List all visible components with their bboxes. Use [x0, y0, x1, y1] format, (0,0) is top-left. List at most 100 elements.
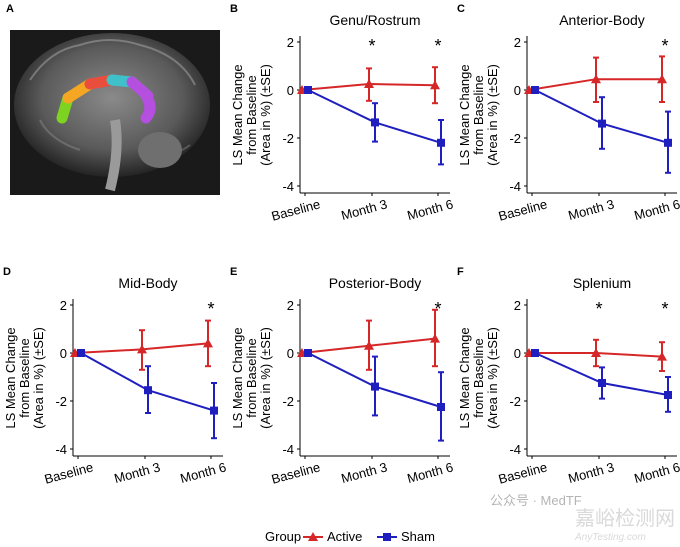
chart-panel-c: C Anterior-Body 2 0 -2 -4 LS Mean Change from B…	[457, 3, 680, 224]
data-point-sham	[598, 379, 606, 387]
y-axis-label: from Baseline	[244, 338, 259, 417]
data-point-sham	[437, 403, 445, 411]
x-tick-label: Baseline	[497, 459, 549, 486]
data-point-sham	[210, 406, 218, 415]
data-point-active	[591, 348, 601, 357]
chart-title: Mid-Body	[118, 275, 177, 291]
data-point-sham	[77, 349, 85, 357]
x-tick-label: Month 6	[633, 459, 680, 486]
y-axis-label: (Area in %) (±SE)	[31, 327, 46, 429]
y-tick-label: -2	[509, 131, 521, 146]
y-axis-label: (Area in %) (±SE)	[485, 327, 500, 429]
y-axis-label: (Area in %) (±SE)	[485, 64, 500, 166]
data-point-active	[430, 333, 440, 343]
y-tick-label: -4	[509, 442, 521, 457]
watermark-text: 嘉峪检测网	[575, 507, 675, 530]
y-tick-label: -2	[282, 394, 294, 409]
data-point-sham	[144, 386, 152, 395]
y-tick-label: 0	[514, 346, 521, 361]
y-axis-label: LS Mean Change	[457, 327, 472, 428]
y-tick-label: 0	[287, 83, 294, 98]
y-axis-label: LS Mean Change	[3, 327, 18, 428]
y-axis-label: from Baseline	[17, 338, 32, 417]
y-tick-label: 2	[514, 298, 521, 313]
watermark: 公众号 · MedTF 嘉峪检测网 AnyTesting.com	[490, 493, 675, 543]
panel-letter: A	[6, 3, 14, 15]
x-tick-label: Baseline	[497, 196, 549, 223]
y-tick-label: 0	[60, 346, 67, 361]
data-point-active	[137, 344, 147, 354]
y-axis-label: from Baseline	[471, 75, 486, 154]
x-tick-label: Baseline	[270, 459, 322, 486]
y-tick-label: -4	[282, 179, 294, 194]
significance-star: *	[434, 36, 441, 56]
y-axis-label: from Baseline	[471, 338, 486, 417]
data-point-sham	[304, 349, 312, 357]
y-tick-label: -2	[509, 394, 521, 409]
chart-title: Splenium	[573, 275, 631, 291]
y-tick-label: 0	[287, 346, 294, 361]
y-axis-label: LS Mean Change	[230, 64, 245, 165]
chart-panel-f: F Splenium 2 0 -2 -4 LS Mean Change from Baseli…	[457, 266, 680, 487]
legend-marker-sham	[383, 533, 391, 541]
data-point-active	[203, 338, 213, 348]
chart-panel-e: E Posterior-Body 2 0 -2 -4 LS Mean Change from …	[230, 266, 455, 487]
x-tick-label: Month 3	[113, 459, 162, 486]
significance-star: *	[595, 299, 602, 319]
y-tick-label: -4	[509, 179, 521, 194]
significance-star: *	[661, 36, 668, 56]
x-tick-label: Month 3	[340, 459, 389, 486]
significance-star: *	[207, 299, 214, 319]
data-point-sham	[531, 86, 539, 94]
data-point-active	[364, 79, 374, 88]
x-tick-label: Month 3	[567, 196, 616, 223]
x-tick-label: Month 6	[406, 459, 455, 486]
x-tick-label: Month 6	[179, 459, 228, 486]
y-tick-label: 2	[60, 298, 67, 313]
legend-marker-active	[308, 532, 318, 541]
y-tick-label: 0	[514, 83, 521, 98]
data-point-sham	[304, 86, 312, 94]
chart-title: Anterior-Body	[559, 12, 645, 28]
significance-star: *	[661, 299, 668, 319]
data-point-active	[591, 74, 601, 84]
corpus-callosum-segment	[140, 90, 156, 124]
data-point-active	[657, 351, 667, 361]
data-point-active	[657, 74, 667, 84]
y-tick-label: -2	[282, 131, 294, 146]
x-tick-label: Month 6	[406, 196, 455, 223]
legend: Group Active Sham	[265, 529, 435, 544]
y-tick-label: 2	[514, 35, 521, 50]
x-tick-label: Month 3	[567, 459, 616, 486]
corpus-callosum-segments	[56, 74, 156, 124]
y-axis-label: LS Mean Change	[230, 327, 245, 428]
x-tick-label: Month 6	[633, 196, 680, 223]
legend-label-sham: Sham	[401, 529, 435, 544]
y-tick-label: -4	[282, 442, 294, 457]
data-point-sham	[531, 349, 539, 357]
panel-letter: F	[457, 266, 464, 278]
data-point-sham	[437, 138, 445, 147]
data-point-active	[364, 340, 374, 350]
x-tick-label: Month 3	[340, 196, 389, 223]
panel-letter: B	[230, 3, 238, 15]
watermark-text: AnyTesting.com	[574, 532, 646, 543]
brain-mri-image	[10, 30, 220, 195]
x-tick-label: Baseline	[270, 196, 322, 223]
y-axis-label: (Area in %) (±SE)	[258, 327, 273, 429]
data-point-sham	[598, 119, 606, 128]
legend-label-active: Active	[327, 529, 362, 544]
data-point-sham	[371, 118, 379, 127]
y-axis-label: from Baseline	[244, 75, 259, 154]
chart-panel-d: D Mid-Body 2 0 -2 -4 LS Mean Change from Baseli…	[3, 266, 228, 487]
chart-title: Genu/Rostrum	[329, 12, 420, 28]
data-point-sham	[664, 138, 672, 147]
panel-letter: C	[457, 3, 465, 15]
watermark-text: 公众号 · MedTF	[490, 493, 582, 508]
panel-letter: E	[230, 266, 237, 278]
y-axis-label: (Area in %) (±SE)	[258, 64, 273, 166]
y-tick-label: 2	[287, 35, 294, 50]
panel-letter: D	[3, 266, 11, 278]
data-point-active	[430, 80, 440, 90]
x-tick-label: Baseline	[43, 459, 95, 486]
